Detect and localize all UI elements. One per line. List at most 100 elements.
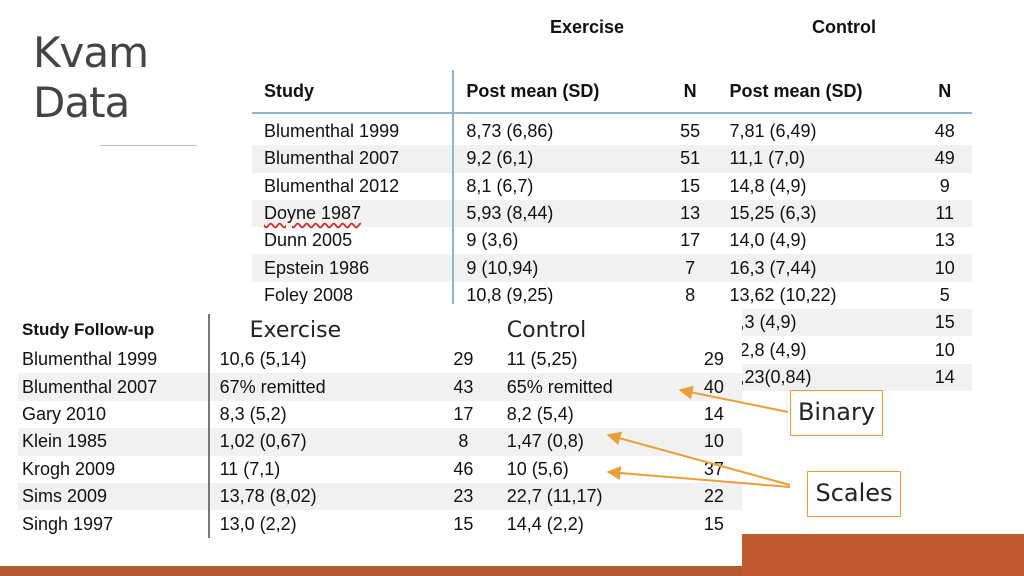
control-mean-cell: 1,23(0,84)	[717, 363, 918, 391]
main-header-row: Study Post mean (SD) N Post mean (SD) N	[252, 70, 972, 114]
header-exercise-n: N	[662, 70, 718, 114]
table-row: Klein 1985 1,02 (0,67) 8 1,47 (0,8) 10	[18, 428, 742, 456]
exercise-mean-cell: 8,73 (6,86)	[452, 113, 663, 146]
followup-header-row: Study Follow-up Exercise Control	[18, 314, 742, 346]
control-n-cell: 13	[934, 230, 955, 251]
study-cell: Sims 2009	[18, 482, 209, 511]
exercise-n-cell: 13	[662, 199, 718, 228]
control-mean-cell: 1,47 (0,8)	[496, 428, 686, 456]
exercise-n-cell: 8	[685, 284, 696, 305]
control-mean-cell: 10 (5,6)	[506, 458, 569, 479]
exercise-mean-cell: 5,93 (8,44)	[452, 199, 663, 228]
control-mean-cell: 8,2 (5,4)	[506, 403, 574, 424]
exercise-n-cell: 55	[680, 121, 701, 142]
study-cell: Blumenthal 2007	[252, 145, 454, 173]
scales-callout: Scales	[807, 471, 901, 517]
followup-header-control: Control	[506, 317, 587, 343]
study-cell: Klein 1985	[18, 428, 209, 456]
table-row: Krogh 2009 11 (7,1) 46 10 (5,6) 37	[18, 455, 742, 483]
exercise-mean-cell: 13,78 (8,02)	[207, 482, 430, 511]
control-n-cell: 40	[685, 373, 742, 401]
table-row: Blumenthal 2007 67% remitted 43 65% remi…	[18, 373, 742, 401]
control-n-cell: 10	[685, 428, 742, 456]
control-mean-cell: 14,4 (2,2)	[506, 513, 584, 534]
slide-title-line1: Kvam	[33, 28, 149, 77]
main-group-exercise: Exercise	[550, 17, 625, 37]
followup-header-blank	[430, 314, 497, 346]
title-divider	[100, 145, 197, 146]
control-n-cell: 37	[703, 458, 724, 479]
followup-header-blank	[686, 314, 742, 346]
control-mean-cell: 9,3 (4,9)	[717, 309, 918, 337]
slide-title: Kvam Data	[33, 28, 203, 128]
header-exercise-mean: Post mean (SD)	[452, 70, 663, 114]
study-cell: Doyne 1987	[252, 199, 454, 228]
main-group-control: Control	[812, 17, 876, 37]
header-control-mean: Post mean (SD)	[717, 70, 918, 114]
control-n-cell: 10	[934, 339, 955, 360]
control-n-cell: 15	[917, 309, 972, 337]
exercise-n-cell: 17	[453, 403, 474, 424]
binary-callout: Binary	[790, 390, 883, 436]
control-mean-cell: 16,3 (7,44)	[717, 254, 918, 282]
exercise-n-cell: 15	[453, 513, 474, 534]
footer-bottom-bar	[0, 566, 742, 576]
control-mean-cell: 65% remitted	[496, 373, 686, 401]
study-cell: Krogh 2009	[22, 458, 116, 479]
spellcheck-underline: Doyne 1987	[264, 203, 362, 224]
control-mean-cell: 14,0 (4,9)	[729, 230, 807, 251]
study-cell: Epstein 1986	[252, 254, 454, 282]
study-cell: Dunn 2005	[264, 230, 353, 251]
control-mean-cell: 13,62 (10,22)	[729, 284, 837, 305]
followup-header-study: Study Follow-up	[22, 320, 155, 339]
header-control-n: N	[917, 70, 972, 114]
control-mean-cell: 22,8 (4,9)	[729, 339, 807, 360]
study-cell: Blumenthal 1999	[22, 349, 158, 370]
exercise-n-cell: 29	[453, 349, 474, 370]
footer-accent-bar	[742, 534, 1024, 576]
exercise-n-cell: 17	[680, 230, 701, 251]
control-n-cell: 14	[703, 403, 724, 424]
exercise-mean-cell: 9 (10,94)	[452, 254, 663, 282]
control-mean-cell: 15,25 (6,3)	[717, 199, 918, 228]
table-row: Blumenthal 2012 8,1 (6,7) 15 14,8 (4,9) …	[252, 172, 972, 200]
exercise-n-cell: 23	[429, 482, 497, 511]
study-cell: Foley 2008	[264, 284, 354, 305]
table-row: Dunn 2005 9 (3,6) 17 14,0 (4,9) 13	[252, 227, 972, 255]
exercise-n-cell: 7	[662, 254, 718, 282]
exercise-mean-cell: 1,02 (0,67)	[207, 428, 430, 456]
control-mean-cell: 11 (5,25)	[506, 349, 578, 370]
control-n-cell: 9	[939, 175, 950, 196]
control-n-cell: 15	[703, 513, 724, 534]
control-n-cell: 10	[917, 254, 972, 282]
table-row: Singh 1997 13,0 (2,2) 15 14,4 (2,2) 15	[18, 510, 742, 538]
table-row: Sims 2009 13,78 (8,02) 23 22,7 (11,17) 2…	[18, 482, 742, 511]
exercise-n-cell: 43	[429, 373, 497, 401]
exercise-mean-cell: 9 (3,6)	[452, 227, 663, 255]
table-row: Epstein 1986 9 (10,94) 7 16,3 (7,44) 10	[252, 254, 972, 282]
control-n-cell: 11	[917, 199, 972, 228]
header-study: Study	[252, 70, 454, 114]
followup-header-exercise: Exercise	[207, 314, 430, 346]
table-row: Blumenthal 2007 9,2 (6,1) 51 11,1 (7,0) …	[252, 145, 972, 173]
study-cell: Blumenthal 1999	[264, 121, 400, 142]
control-mean-cell: 11,1 (7,0)	[717, 145, 918, 173]
exercise-mean-cell: 8,1 (6,7)	[452, 172, 663, 200]
exercise-n-cell: 46	[453, 458, 474, 479]
control-n-cell: 14	[917, 363, 972, 391]
control-mean-cell: 7,81 (6,49)	[729, 121, 817, 142]
exercise-mean-cell: 10,6 (5,14)	[207, 346, 430, 374]
control-n-cell: 22	[685, 482, 742, 511]
exercise-mean-cell: 8,3 (5,2)	[207, 400, 430, 429]
exercise-mean-cell: 13,0 (2,2)	[207, 510, 430, 538]
control-n-cell: 5	[939, 284, 950, 305]
exercise-n-cell: 51	[662, 145, 718, 173]
exercise-n-cell: 15	[680, 175, 701, 196]
table-row: Blumenthal 1999 10,6 (5,14) 29 11 (5,25)…	[18, 346, 742, 374]
study-cell: Singh 1997	[22, 513, 114, 534]
control-n-cell: 29	[703, 349, 724, 370]
exercise-mean-cell: 67% remitted	[207, 373, 430, 401]
exercise-mean-cell: 11 (7,1)	[207, 455, 430, 483]
study-cell: Blumenthal 2012	[264, 175, 400, 196]
followup-table: Study Follow-up Exercise Control Blument…	[18, 314, 742, 538]
